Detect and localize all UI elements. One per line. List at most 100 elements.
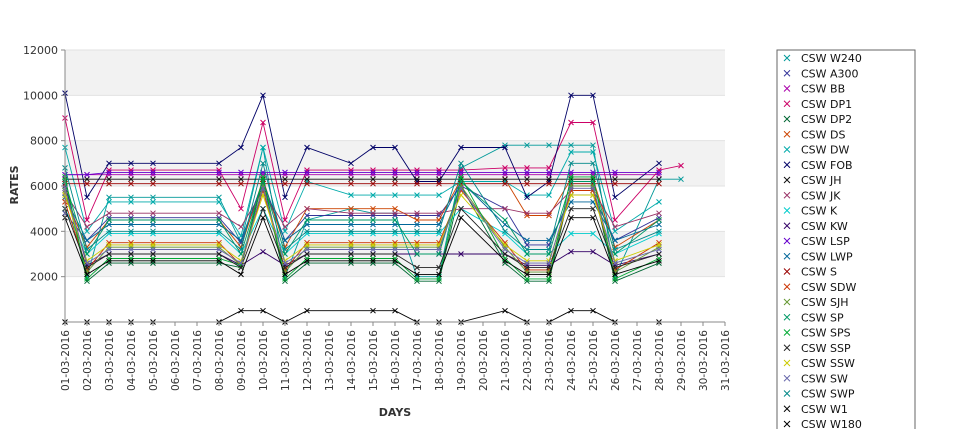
data-point <box>436 230 442 237</box>
data-point <box>590 176 596 183</box>
data-point <box>392 217 398 223</box>
data-point <box>392 242 398 248</box>
x-tick-label: 18-03-2016 <box>434 330 446 391</box>
data-point <box>216 167 222 173</box>
data-point <box>150 180 156 187</box>
data-point <box>612 180 618 187</box>
data-point <box>106 167 112 173</box>
legend-marker <box>783 207 791 214</box>
x-tick-label: 27-03-2016 <box>632 330 644 391</box>
data-point <box>414 251 420 257</box>
data-point <box>304 239 310 246</box>
data-point <box>106 251 112 257</box>
data-point <box>260 119 266 126</box>
legend-label: CSW W1 <box>801 403 848 416</box>
legend-marker <box>783 252 791 260</box>
legend-item: CSW DP2 <box>783 113 852 126</box>
data-point <box>216 228 222 235</box>
data-point <box>568 185 574 192</box>
data-point <box>150 217 156 223</box>
data-point <box>524 180 530 187</box>
data-point <box>502 165 508 171</box>
x-tick-label: 19-03-2016 <box>456 330 468 391</box>
data-point <box>370 169 376 176</box>
data-point <box>546 192 552 198</box>
data-point <box>150 244 156 251</box>
data-point <box>238 171 244 178</box>
data-point <box>238 144 244 151</box>
data-point <box>414 246 420 253</box>
data-point <box>216 255 222 262</box>
data-point <box>436 271 442 278</box>
data-point <box>84 246 90 253</box>
data-point <box>568 307 574 314</box>
x-tick-label: 14-03-2016 <box>346 330 358 391</box>
legend-label: CSW DW <box>801 144 850 157</box>
data-point <box>84 180 90 187</box>
data-point <box>590 119 596 126</box>
data-point <box>392 307 398 314</box>
data-point <box>392 244 398 251</box>
x-tick-label: 21-03-2016 <box>500 330 512 391</box>
data-point <box>370 180 376 187</box>
legend-item: CSW SSP <box>783 342 851 355</box>
data-point <box>568 174 574 180</box>
legend-marker <box>783 283 791 291</box>
data-point <box>392 251 398 257</box>
legend-marker <box>783 69 791 77</box>
data-point <box>150 239 156 246</box>
data-point <box>436 251 442 257</box>
legend-item: CSW W180 <box>783 418 862 431</box>
data-point <box>502 169 508 176</box>
data-point <box>260 185 266 192</box>
data-point <box>150 176 156 183</box>
data-point <box>392 169 398 176</box>
data-point <box>656 171 662 178</box>
data-point <box>348 176 354 183</box>
data-point <box>238 180 244 187</box>
data-point <box>304 228 310 235</box>
legend-label: CSW LWP <box>801 250 853 263</box>
legend-marker <box>783 176 791 184</box>
x-tick-label: 15-03-2016 <box>368 330 380 391</box>
data-point <box>128 260 134 266</box>
legend-item: CSW DS <box>783 128 846 141</box>
data-point <box>436 210 442 217</box>
legend-label: CSW JK <box>801 189 841 202</box>
x-tick-label: 11-03-2016 <box>280 330 292 391</box>
data-point <box>656 217 662 223</box>
data-point <box>612 276 618 282</box>
data-point <box>150 255 156 262</box>
data-point <box>106 257 112 264</box>
x-tick-label: 04-03-2016 <box>126 330 138 391</box>
legend-item: CSW K <box>783 205 838 218</box>
legend-label: CSW JH <box>801 174 842 187</box>
data-point <box>348 221 354 228</box>
data-point <box>458 214 464 221</box>
data-point <box>282 271 288 278</box>
y-axis-label: RATES <box>8 165 21 204</box>
data-point <box>524 267 530 273</box>
data-point <box>590 160 596 167</box>
series-18 <box>62 174 662 282</box>
data-point <box>590 205 596 212</box>
data-point <box>106 228 112 235</box>
data-point <box>414 212 420 219</box>
data-point <box>568 248 574 255</box>
data-point <box>304 307 310 314</box>
x-tick-label: 05-03-2016 <box>148 330 160 391</box>
legend-label: CSW SWP <box>801 388 855 401</box>
legend-label: CSW SSW <box>801 357 855 370</box>
legend-item: CSW KW <box>783 220 848 233</box>
data-point <box>546 246 552 253</box>
data-point <box>150 214 156 221</box>
data-point <box>348 257 354 264</box>
x-tick-label: 26-03-2016 <box>610 330 622 391</box>
data-point <box>282 278 288 285</box>
legend-item: CSW JK <box>783 189 841 202</box>
plot-background <box>65 49 725 322</box>
legend-item: CSW FOB <box>783 159 853 172</box>
data-point <box>216 160 222 167</box>
data-point <box>106 255 112 262</box>
